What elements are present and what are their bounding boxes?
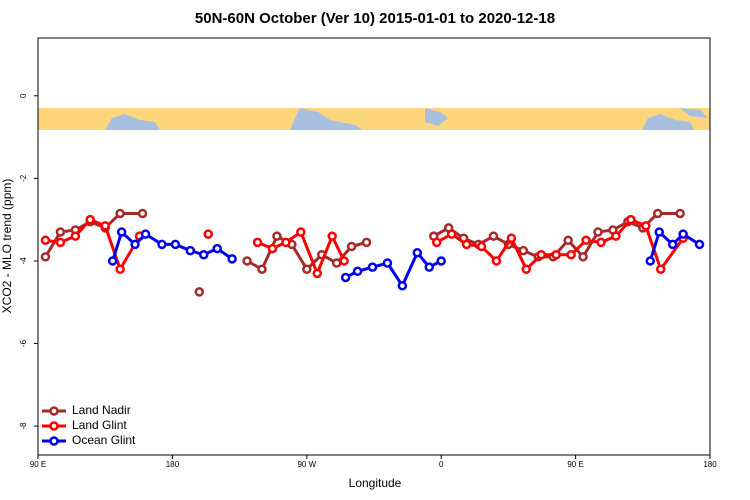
- data-point: [137, 208, 148, 219]
- x-tick-label: 180: [703, 460, 717, 469]
- data-point: [563, 235, 573, 246]
- data-point: [346, 241, 357, 252]
- series-line: [246, 234, 367, 272]
- data-point: [382, 258, 393, 268]
- data-point: [55, 227, 66, 237]
- y-axis-label: XCO2 - MLO trend (ppm): [0, 179, 14, 314]
- data-point: [115, 264, 125, 274]
- data-point: [40, 252, 51, 262]
- legend-swatch-marker: [49, 406, 59, 416]
- data-point: [361, 237, 372, 248]
- data-point: [100, 221, 110, 231]
- data-point: [446, 229, 457, 239]
- map-band: [38, 108, 710, 130]
- data-point: [611, 231, 621, 241]
- data-point: [655, 264, 666, 274]
- data-point: [185, 245, 196, 256]
- data-point: [488, 231, 499, 241]
- data-point: [252, 237, 263, 248]
- data-point: [157, 239, 167, 250]
- data-point: [491, 256, 502, 266]
- data-point: [140, 229, 151, 239]
- legend-swatch-marker: [49, 421, 59, 431]
- data-point: [654, 227, 664, 237]
- data-point: [694, 239, 705, 250]
- data-point: [203, 229, 213, 239]
- data-point: [397, 280, 408, 291]
- series-line: [111, 229, 233, 262]
- chart-title: 50N-60N October (Ver 10) 2015-01-01 to 2…: [195, 10, 555, 27]
- data-point: [424, 262, 435, 272]
- data-point: [312, 268, 323, 279]
- data-point: [367, 262, 378, 272]
- y-tick-label: 0: [19, 93, 28, 98]
- x-tick-label: 0: [439, 460, 444, 469]
- data-point: [536, 250, 547, 260]
- data-point: [281, 237, 291, 248]
- data-point: [199, 250, 209, 260]
- data-point: [302, 264, 312, 274]
- data-point: [581, 235, 591, 246]
- data-point: [626, 214, 636, 225]
- data-point: [593, 227, 603, 237]
- data-point: [327, 231, 337, 241]
- data-point: [436, 256, 446, 266]
- data-point: [667, 239, 678, 250]
- data-point: [412, 247, 423, 258]
- data-point: [461, 239, 472, 250]
- legend-label: Ocean Glint: [72, 433, 136, 447]
- data-point: [267, 243, 278, 254]
- data-point: [339, 256, 349, 266]
- data-point: [40, 235, 51, 246]
- data-point: [641, 221, 651, 231]
- data-point: [116, 227, 127, 237]
- data-point: [194, 287, 205, 297]
- data-point: [506, 233, 517, 243]
- data-point: [652, 208, 663, 219]
- data-point: [551, 250, 561, 260]
- data-point: [645, 256, 656, 266]
- x-tick-label: 90 E: [567, 460, 583, 469]
- x-tick-label: 90 E: [30, 460, 46, 469]
- y-tick-label: -4: [19, 257, 28, 265]
- x-tick-label: 90 W: [297, 460, 316, 469]
- data-point: [596, 237, 606, 248]
- data-point: [518, 245, 529, 256]
- data-point: [331, 258, 342, 268]
- x-tick-label: 180: [166, 460, 180, 469]
- data-point: [212, 243, 222, 254]
- data-point: [578, 252, 588, 262]
- legend-swatch-marker: [49, 436, 59, 446]
- data-point: [107, 256, 118, 266]
- data-point: [566, 250, 576, 260]
- plot-frame: [37, 37, 711, 456]
- data-point: [476, 241, 487, 252]
- legend-label: Land Nadir: [72, 403, 131, 417]
- data-point: [170, 239, 181, 250]
- data-point: [675, 208, 685, 219]
- y-tick-label: -2: [19, 174, 28, 182]
- y-tick-label: -6: [19, 339, 28, 347]
- data-point: [257, 264, 267, 274]
- data-point: [296, 227, 306, 237]
- data-point: [340, 272, 351, 283]
- data-point: [70, 231, 81, 241]
- data-point: [130, 239, 140, 250]
- data-point: [352, 266, 363, 277]
- x-axis-label: Longitude: [349, 476, 402, 490]
- data-point: [227, 254, 237, 264]
- data-point: [242, 256, 252, 266]
- data-point: [678, 229, 688, 239]
- legend-label: Land Glint: [72, 418, 127, 432]
- data-point: [272, 231, 282, 241]
- data-point: [55, 237, 66, 248]
- data-point: [85, 214, 96, 225]
- y-tick-label: -8: [19, 422, 28, 430]
- data-point: [521, 264, 532, 274]
- data-point: [115, 208, 125, 219]
- data-point: [431, 237, 442, 248]
